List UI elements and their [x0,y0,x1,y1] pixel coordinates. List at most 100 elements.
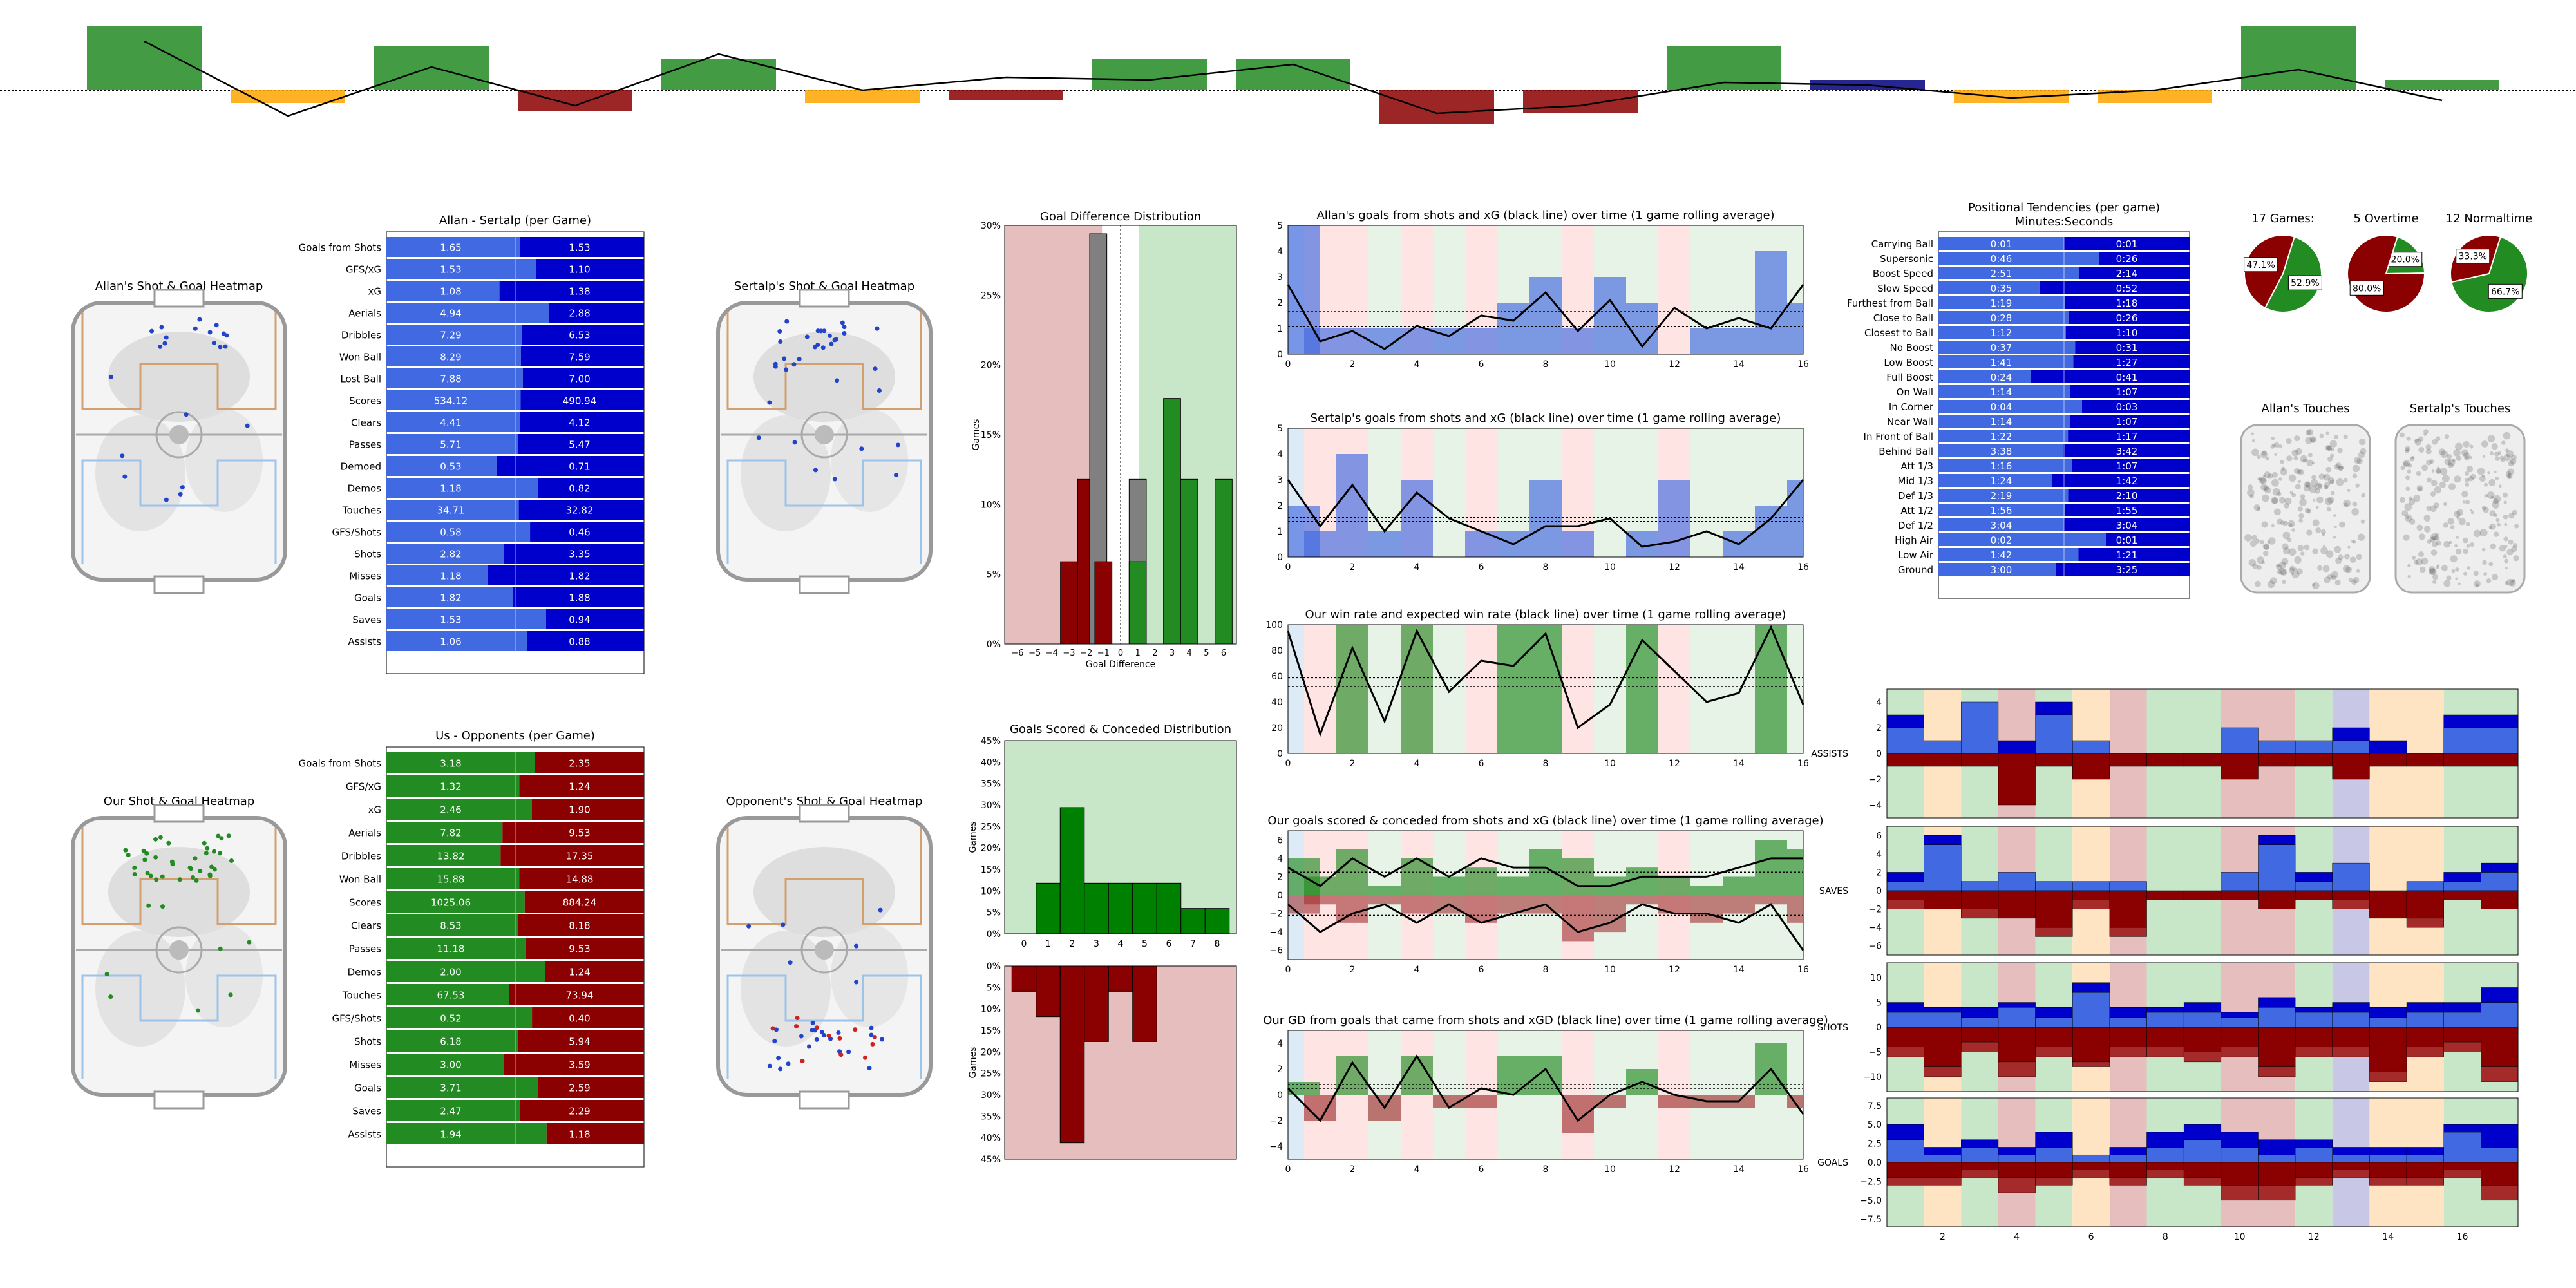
x-tick: 10 [1604,1164,1616,1175]
stacked-pos-bar [2295,872,2333,882]
table-bar-a [386,1054,504,1075]
y-tick: 0 [1876,1023,1882,1033]
heatmap-title: Allan's Shot & Goal Heatmap [95,279,263,293]
gd-bar [1180,478,1198,645]
touch-mark [2326,507,2331,512]
shot-dot [842,325,847,330]
touch-mark [2489,510,2496,517]
table-row-label: Goals from Shots [299,242,382,254]
touch-mark [2407,564,2411,567]
touch-mark [2494,476,2499,481]
table-value-b: 0:03 [2116,401,2138,413]
touch-mark [2249,494,2254,499]
frame [1886,962,2519,1092]
touch-mark [2458,518,2466,526]
touch-mark [2431,535,2436,540]
table-value-a: 8.29 [440,352,461,363]
touch-mark [2331,491,2335,495]
stacked-neg-bar [2183,1052,2222,1063]
stacked-pos-bar [2035,701,2073,715]
x-tick: 8 [1543,359,1549,370]
table-value-a: 0:01 [1991,238,2012,250]
stacked-neg-bar [2146,890,2184,900]
x-tick: 16 [1797,359,1809,370]
stacked-neg-bar [2072,1170,2110,1178]
shot-dot [854,943,859,949]
touch-mark [2333,535,2336,539]
x-tick: 0 [1118,649,1123,658]
x-tick: −6 [1011,649,1023,658]
frame [1287,428,1804,558]
bg-shade [1690,428,1723,557]
x-tick: 8 [1215,939,1220,949]
timeline-bar [1336,849,1368,895]
touches-allan: Allan's Touches [2240,402,2371,594]
table-row-label: Saves [352,1106,381,1117]
table-bar-a [386,914,518,936]
touch-mark [2306,430,2311,435]
stacked-neg-bar [2295,1027,2333,1048]
touch-mark [2483,507,2489,513]
table-row-label: GFS/Shots [332,1013,382,1025]
x-tick: 0 [1285,759,1291,769]
touch-mark [2505,580,2509,585]
x-tick: 14 [1733,359,1745,370]
touch-mark [2443,540,2450,548]
stacked-neg-bar [2443,1041,2481,1052]
y-tick: 5 [1876,998,1882,1009]
stacked-neg-bar [2146,1027,2184,1048]
stacked-neg-bar [2109,1162,2147,1178]
table-value-b: 1:07 [2116,460,2138,472]
touch-mark [2288,523,2293,527]
shot-dot [108,994,113,999]
shot-dot [854,980,859,985]
timeline-bar [1755,251,1787,354]
touch-mark [2304,481,2311,488]
table-value-b: 3.35 [569,549,590,560]
table-bar-b [2064,237,2190,250]
x-tick: 6 [1479,759,1484,769]
touch-mark [2510,458,2517,465]
touch-mark [2456,455,2462,461]
table-row-label: Saves [352,614,381,626]
bg-shade [1562,625,1594,753]
table-bar-a [386,456,497,476]
heatmap-title: Our Shot & Goal Heatmap [104,795,254,808]
table-value-b: 5.47 [569,439,590,451]
touch-mark [2430,549,2438,556]
chart-title: Our GD from goals that came from shots a… [1263,1014,1828,1027]
bg-shade [1465,625,1497,753]
table-row-label: In Corner [1889,401,1934,413]
shot-dot [180,485,185,490]
touch-mark [2313,498,2316,502]
touch-mark [2278,568,2286,576]
table-value-b: 1.24 [569,967,590,978]
touch-mark [2417,487,2422,492]
touch-mark [2465,482,2470,487]
timeline-bar [1368,886,1401,895]
chart-title: Our win rate and expected win rate (blac… [1305,608,1786,621]
touch-mark [2298,518,2304,523]
table-bar-b [532,1007,644,1028]
stacked-neg-bar [1886,890,1924,900]
y-tick: 5 [1277,424,1283,434]
touch-mark [2345,566,2353,573]
stacked-pos-bar [2443,1124,2481,1133]
mask [1272,831,1288,960]
touch-mark [2419,566,2426,573]
table-bar-a [386,752,535,773]
stacked-pos-bar [1886,714,1924,728]
chart-title: Goal Difference Distribution [1040,210,1201,223]
x-tick: 10 [1604,562,1616,573]
table-value-b: 1:42 [2116,475,2138,487]
heatmap-allan: Allan's Shot & Goal Heatmap [71,279,287,594]
stacked-pos-bar [2146,1012,2184,1028]
table-value-a: 1.18 [440,571,461,582]
touch-mark [2329,479,2334,484]
center-circle [800,926,848,974]
table-value-a: 4.94 [440,308,461,319]
shot-dot [229,858,234,864]
x-tick: 0 [1021,939,1027,949]
table-positional: Positional Tendencies (per game)Minutes:… [1847,201,2190,599]
touch-mark [2257,565,2262,570]
